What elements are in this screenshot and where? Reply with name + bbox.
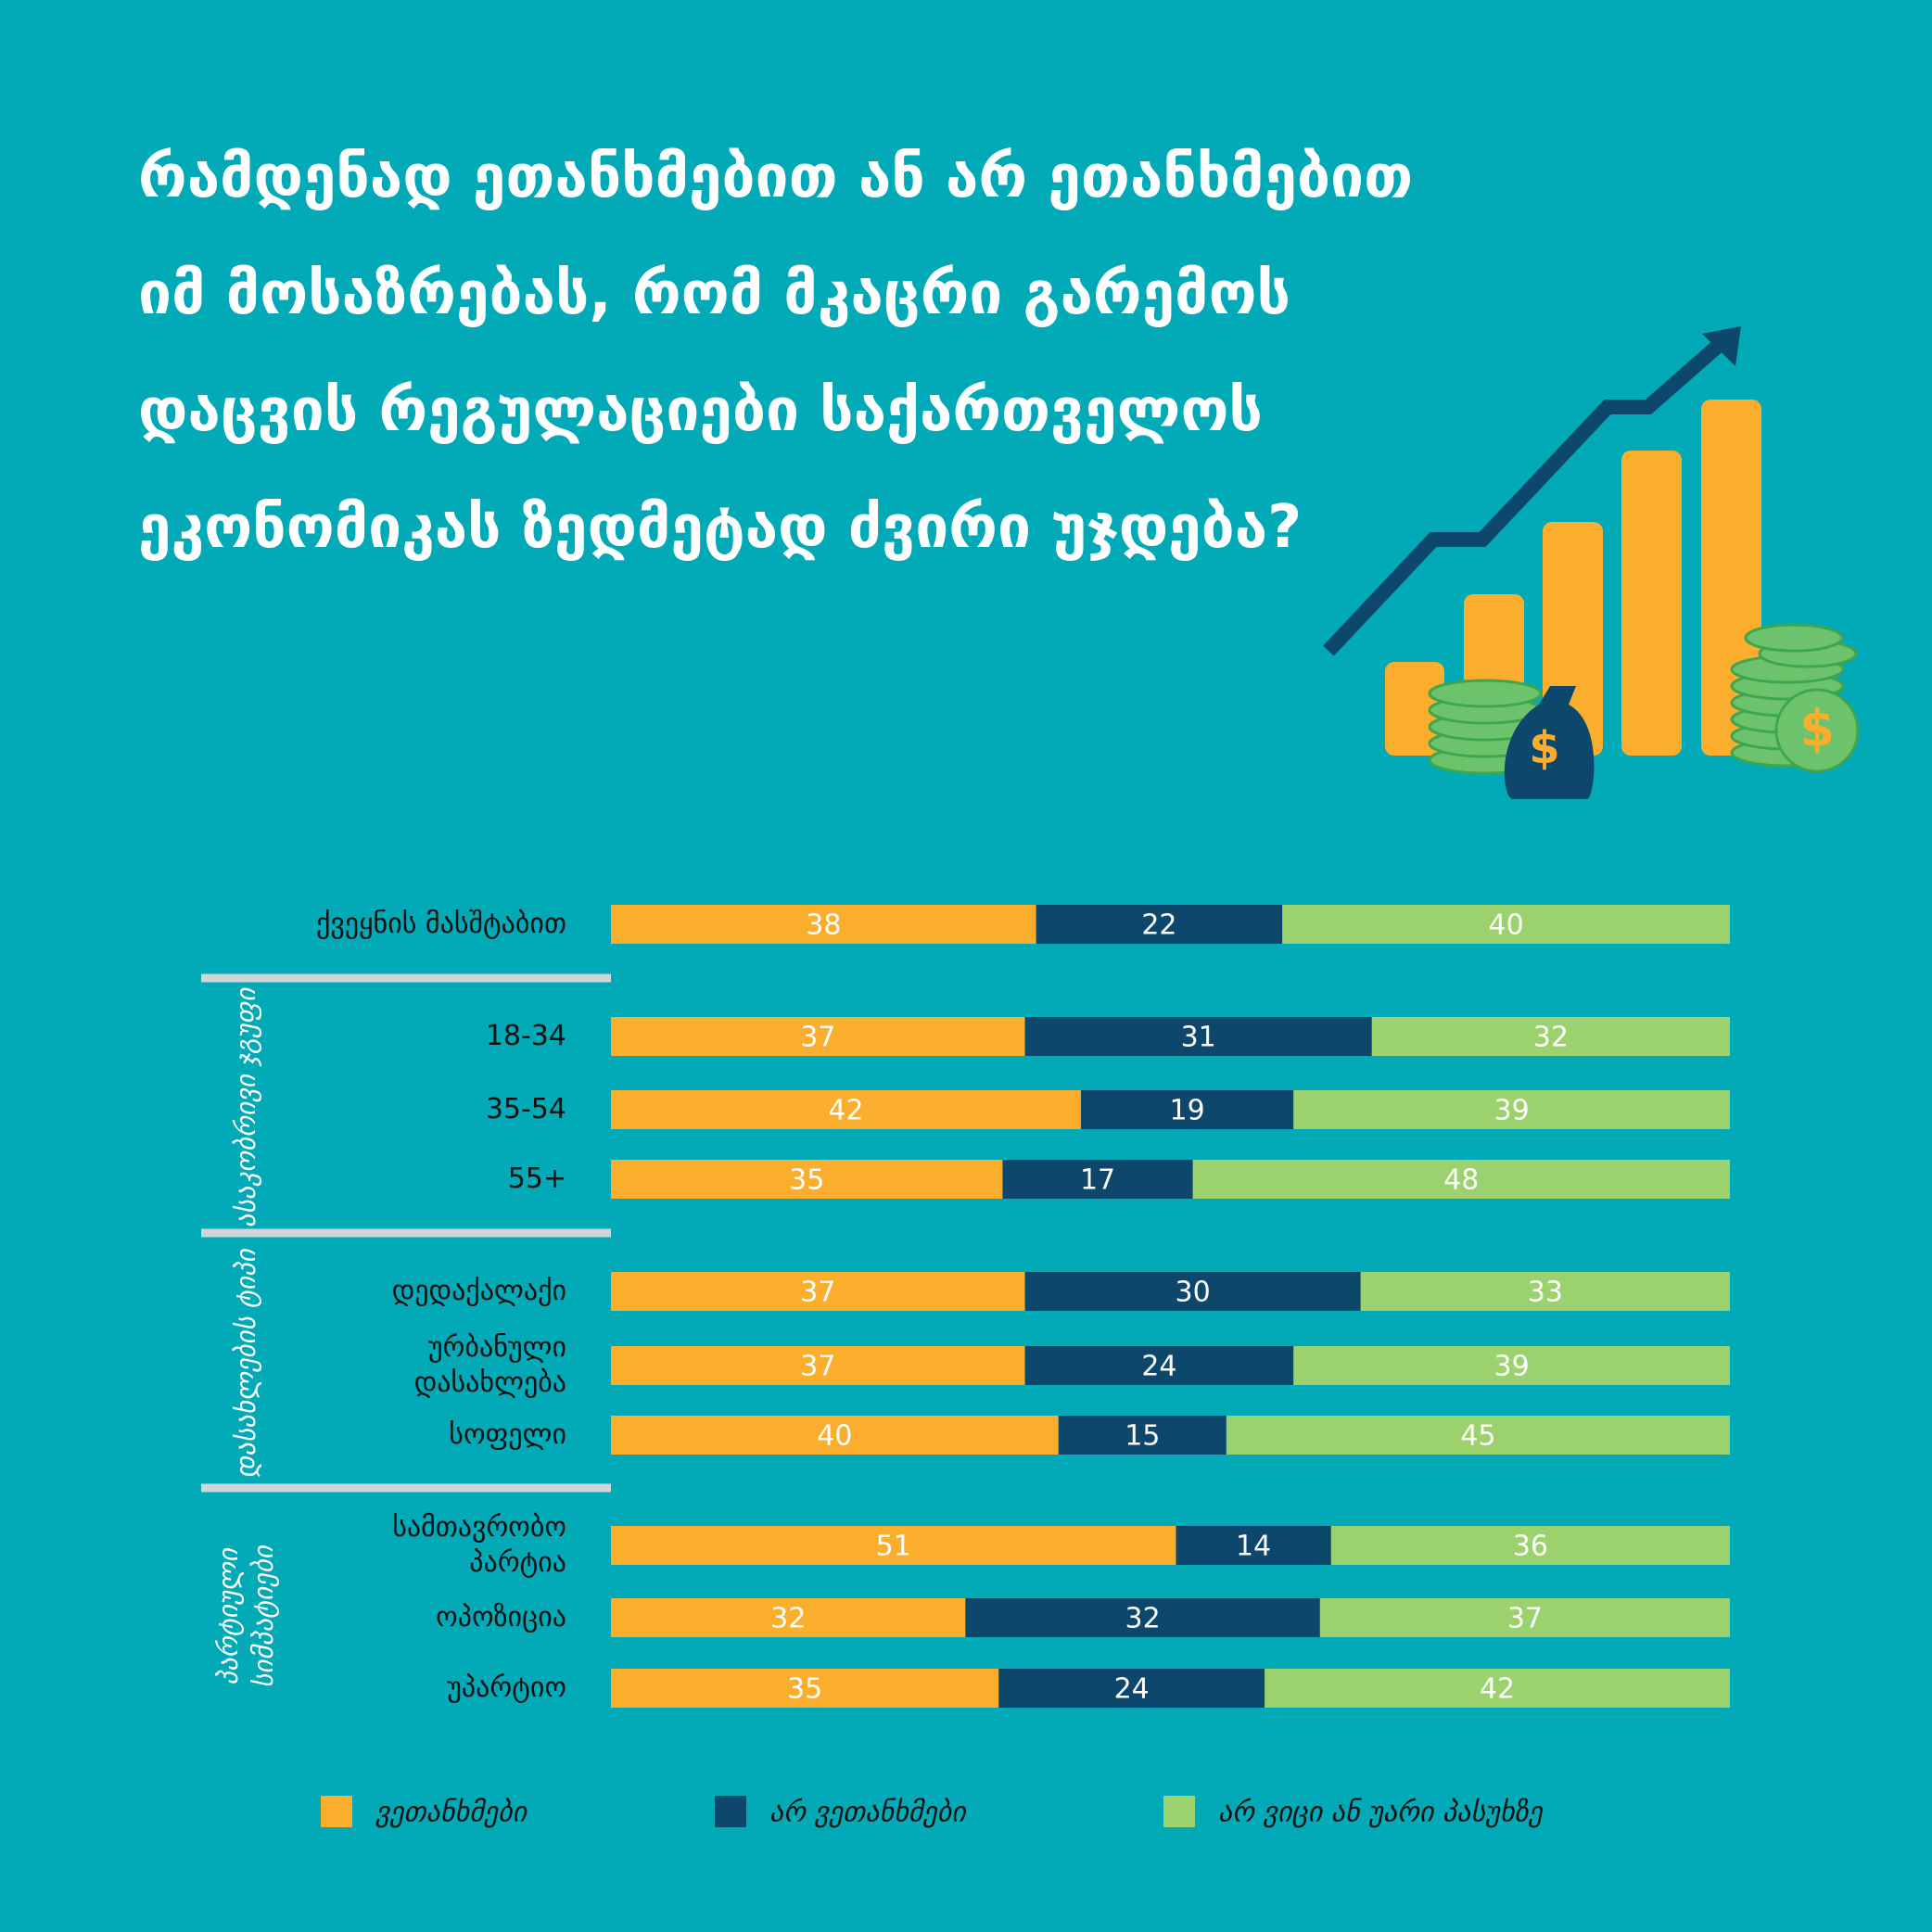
bar-segment	[1282, 905, 1730, 944]
value-label: 24	[1141, 1351, 1176, 1383]
value-label: 24	[1114, 1673, 1150, 1706]
bar-segment	[1176, 1526, 1331, 1565]
deco-dollar: $	[1799, 700, 1835, 758]
value-label: 35	[789, 1164, 824, 1197]
deco-dollar: $	[1529, 722, 1559, 774]
bar-segment	[1265, 1669, 1730, 1708]
bar-segment	[611, 1598, 966, 1637]
value-label: 33	[1528, 1277, 1563, 1309]
category-label: ქვეყნის მასშტაბით	[316, 908, 566, 940]
value-label: 40	[1489, 909, 1524, 942]
category-label: უპარტიო	[447, 1671, 566, 1704]
chart-title: რამდენად ეთანხმებით ან არ ეთანხმებით იმ …	[138, 143, 1414, 562]
value-label: 37	[800, 1277, 835, 1309]
deco-arrow	[1323, 334, 1730, 656]
value-label: 48	[1443, 1164, 1479, 1197]
bar-segment	[611, 1017, 1025, 1056]
value-label: 30	[1176, 1277, 1211, 1309]
category-label: 35-54	[485, 1093, 566, 1125]
value-label: 17	[1080, 1164, 1115, 1197]
legend-label: არ ვეთანხმები	[769, 1797, 968, 1829]
category-label: სოფელი	[449, 1418, 566, 1451]
decoration: $ $	[1323, 326, 1860, 799]
bar-segment	[611, 1090, 1081, 1129]
deco-coins	[1428, 623, 1860, 775]
bar-segment	[611, 1272, 1025, 1311]
category-label: ურბანული დასახლება	[413, 1331, 566, 1399]
value-label: 37	[800, 1022, 835, 1054]
bar-segment	[1080, 1090, 1294, 1129]
bar-segment	[1058, 1416, 1227, 1455]
bar-segment	[1024, 1017, 1372, 1056]
value-label: 15	[1125, 1420, 1160, 1453]
bar-segment	[611, 1416, 1059, 1455]
value-label: 45	[1460, 1420, 1495, 1453]
legend-swatch	[715, 1796, 746, 1827]
category-label: 55+	[507, 1163, 566, 1195]
group-separator	[201, 1483, 611, 1493]
category-label: დედაქალაქი	[391, 1275, 566, 1307]
deco-bag	[1504, 686, 1595, 799]
bar-segment	[1330, 1526, 1730, 1565]
value-label: 35	[787, 1673, 822, 1706]
bar-segment	[1192, 1160, 1730, 1199]
group-label: ასაკობრივი ჯგუფი	[230, 987, 261, 1228]
bar-segment	[611, 1669, 999, 1708]
bar-segment	[1036, 905, 1283, 944]
group-separator	[201, 1228, 611, 1238]
value-label: 32	[770, 1603, 806, 1635]
deco-arrowhead	[1702, 326, 1741, 366]
value-label: 37	[800, 1351, 835, 1383]
deco-bar	[1385, 662, 1444, 756]
value-label: 39	[1494, 1095, 1530, 1127]
value-label: 32	[1125, 1603, 1161, 1635]
bar-segment	[611, 1346, 1025, 1385]
legend-swatch	[321, 1796, 352, 1827]
bar-segment	[611, 905, 1036, 944]
category-label: 18-34	[485, 1020, 566, 1052]
value-label: 32	[1533, 1022, 1569, 1054]
value-label: 40	[817, 1420, 852, 1453]
value-label: 42	[828, 1095, 863, 1127]
bar-segment	[965, 1598, 1320, 1637]
value-label: 51	[876, 1531, 911, 1563]
bar-segment	[1360, 1272, 1730, 1311]
bar-segment	[611, 1526, 1176, 1565]
bar-segment	[1371, 1017, 1730, 1056]
category-label: სამთავრობო პარტია	[392, 1511, 566, 1579]
value-label: 38	[806, 909, 841, 942]
value-label: 22	[1141, 909, 1176, 942]
category-label: ოპოზიცია	[436, 1601, 566, 1633]
value-label: 37	[1507, 1603, 1543, 1635]
legend-label: ვეთანხმები	[375, 1797, 529, 1829]
group-label: დასახლების ტიპი	[230, 1248, 261, 1479]
bar-segment	[611, 1160, 1003, 1199]
value-label: 19	[1170, 1095, 1205, 1127]
bar-segment	[1293, 1090, 1730, 1129]
bar-segment	[1293, 1346, 1730, 1385]
legend-label: არ ვიცი ან უარი პასუხზე	[1218, 1797, 1544, 1829]
legend-swatch	[1163, 1796, 1195, 1827]
bar-segment	[1024, 1272, 1361, 1311]
value-label: 31	[1181, 1022, 1216, 1054]
group-label: პარტიული სიმპატიები	[212, 1545, 279, 1688]
bar-segment	[1024, 1346, 1294, 1385]
value-label: 42	[1480, 1673, 1515, 1706]
group-separator	[201, 973, 611, 983]
bar-segment	[998, 1669, 1265, 1708]
value-label: 36	[1513, 1531, 1548, 1563]
bar-segment	[1319, 1598, 1730, 1637]
bar-segment	[1226, 1416, 1730, 1455]
bar-segment	[1002, 1160, 1193, 1199]
deco-bar	[1621, 451, 1682, 756]
value-label: 14	[1236, 1531, 1271, 1563]
value-label: 39	[1494, 1351, 1530, 1383]
